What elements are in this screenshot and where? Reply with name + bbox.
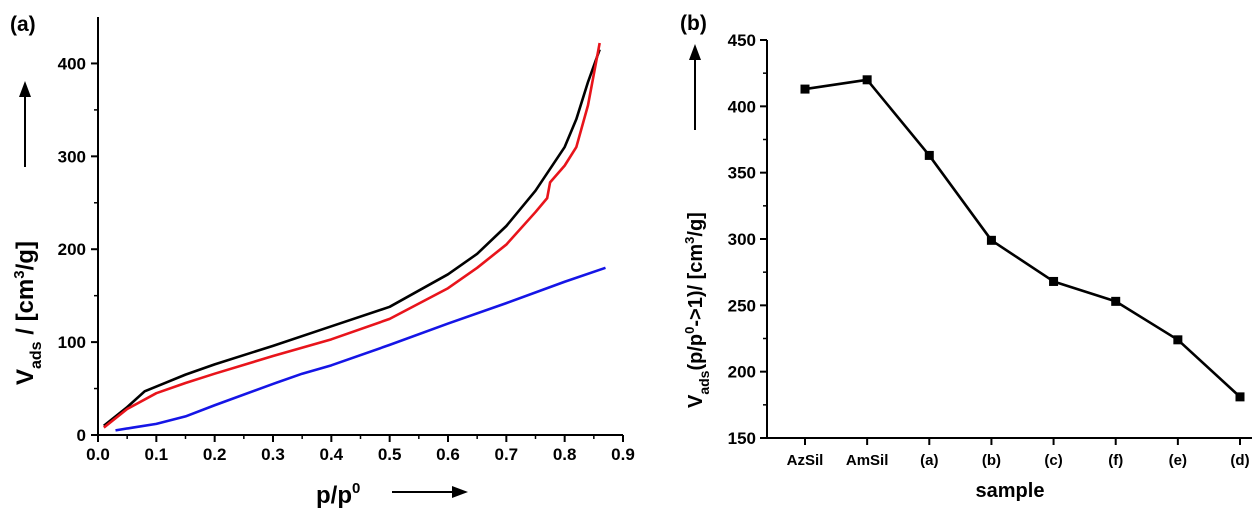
y-tick-label: 400 (728, 97, 756, 116)
y-axis-title: Vads(p/p0->1)/ [cm3/g] (682, 212, 712, 408)
x-tick-label: 0.4 (320, 445, 344, 464)
x-axis-arrow-head (452, 486, 468, 498)
x-tick-label: 0.5 (378, 445, 402, 464)
x-tick-label: AmSil (846, 452, 889, 469)
x-tick-label: 0.0 (86, 445, 110, 464)
x-tick-label: (b) (982, 452, 1001, 469)
adsorbed-volume-chart: (b) 150 200 250 300 350 400 450 AzSil AmSil (a) (b)… (680, 12, 1252, 502)
y-tick-label: 400 (58, 54, 86, 73)
y-tick-label: 250 (728, 296, 756, 315)
isotherm-series-1 (103, 49, 601, 427)
x-tick-label: 0.2 (203, 445, 227, 464)
x-axis-title: p/p0 (316, 480, 360, 508)
x-tick-label: 0.8 (553, 445, 577, 464)
sample-series-line (804, 78, 1241, 398)
isotherm-series-2 (103, 42, 601, 429)
data-point-marker (924, 150, 934, 160)
panel-label-b: (b) (680, 12, 707, 35)
x-tick-label: 0.9 (611, 445, 635, 464)
x-tick-label: 0.3 (261, 445, 285, 464)
data-point-marker (986, 235, 996, 245)
data-point-marker (1049, 276, 1059, 286)
data-point-marker (1173, 335, 1183, 345)
isotherm-series-3 (115, 266, 606, 432)
x-axis-title: sample (976, 480, 1045, 502)
y-tick-label: 0 (77, 426, 86, 445)
y-tick-label: 300 (58, 147, 86, 166)
y-tick-label: 100 (58, 333, 86, 352)
x-tick-label: AzSil (787, 452, 824, 469)
y-tick-label: 350 (728, 164, 756, 183)
panel-label-a: (a) (10, 13, 36, 36)
y-tick-label: 200 (728, 363, 756, 382)
y-axis-arrow-head (689, 44, 701, 60)
y-tick-label: 300 (728, 230, 756, 249)
data-point-marker (1235, 392, 1245, 402)
y-axis-title: Vads / [cm3/g] (11, 241, 45, 385)
x-tick-label: 0.6 (436, 445, 460, 464)
x-tick-label: (f) (1108, 452, 1123, 469)
isotherm-chart-panel: (a) 0.0 0.1 0.2 0.3 0.4 0.5 0.6 0.7 0.8 0.9 0 100 200… (10, 13, 635, 509)
data-point-marker (1111, 296, 1121, 306)
y-tick-label: 200 (58, 240, 86, 259)
data-point-marker (800, 84, 810, 94)
adsorbed-volume-chart-panel: (b) 150 200 250 300 350 400 450 AzSil AmSil (a) (b)… (640, 0, 1258, 508)
y-tick-label: 150 (728, 429, 756, 448)
x-tick-label: 0.7 (495, 445, 519, 464)
x-tick-label: 0.1 (145, 445, 169, 464)
y-axis-title-group: Vads(p/p0->1)/ [cm3/g] (682, 44, 712, 408)
y-axis-title-group: Vads / [cm3/g] (11, 81, 45, 385)
x-tick-label: (d) (1230, 452, 1249, 469)
x-tick-label: (a) (920, 452, 938, 469)
isotherm-chart: (a) 0.0 0.1 0.2 0.3 0.4 0.5 0.6 0.7 0.8 0.9 0 100 200… (10, 13, 635, 509)
y-tick-label: 450 (728, 31, 756, 50)
data-point-marker (862, 75, 872, 85)
x-tick-label: (e) (1169, 452, 1187, 469)
x-tick-label: (c) (1044, 452, 1062, 469)
y-axis-arrow-head (19, 81, 31, 97)
